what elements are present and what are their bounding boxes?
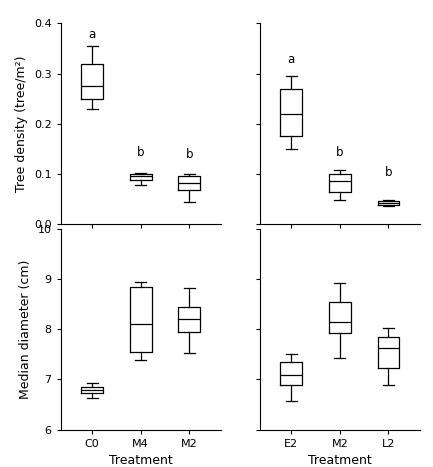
X-axis label: Treatment: Treatment: [109, 454, 173, 467]
Text: b: b: [336, 146, 344, 159]
X-axis label: Treatment: Treatment: [308, 454, 372, 467]
Text: b: b: [137, 146, 145, 159]
Text: b: b: [185, 149, 193, 162]
Y-axis label: Tree density (tree/m²): Tree density (tree/m²): [15, 56, 28, 192]
Text: b: b: [385, 166, 392, 179]
Y-axis label: Median diameter (cm): Median diameter (cm): [19, 260, 32, 399]
Text: a: a: [288, 53, 295, 66]
Text: a: a: [89, 28, 96, 41]
